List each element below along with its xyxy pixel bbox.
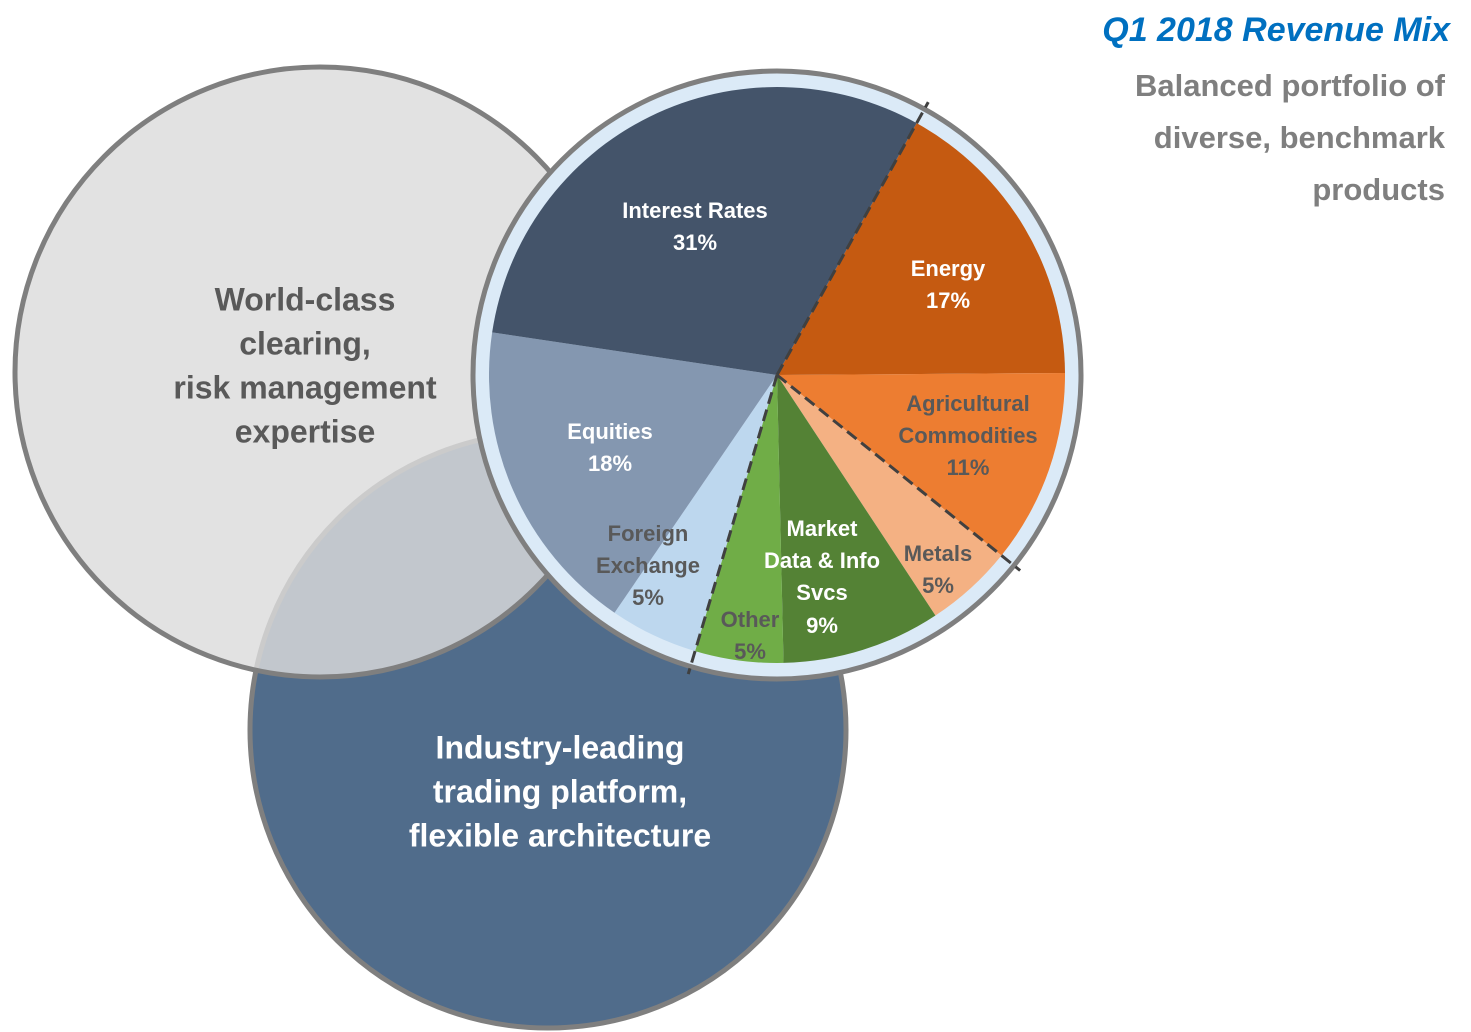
subtitle-line: diverse, benchmark [1154,120,1446,155]
slice-value-label: 9% [806,613,838,638]
slice-label: Equities [567,419,653,444]
chart-title: Q1 2018 Revenue Mix [1102,11,1452,49]
group-divider [775,101,930,376]
pie-slice [695,375,784,663]
venn-label: flexible architecture [409,817,711,853]
slice-value-label: 5% [734,639,766,664]
slice-value-label: 18% [588,451,632,476]
slice-label: Other [721,607,780,632]
slice-label: Exchange [596,553,700,578]
slice-value-label: 5% [632,585,664,610]
venn-label: Industry-leading [436,729,685,765]
group-divider [686,374,779,675]
slice-label: Agricultural [906,391,1029,416]
venn-label: trading platform, [433,773,687,809]
labels: Energy 17% Agricultural Commodities 11% Metal… [567,198,1037,664]
pie-slice [777,375,1002,616]
venn-label: clearing, [239,325,371,361]
pie [489,86,1065,675]
venn-label: World-class [215,281,396,317]
slice-label: Energy [911,256,986,281]
pie-slice [614,375,777,652]
slice-label: Commodities [898,423,1037,448]
pie-slice [489,332,777,613]
slice-value-label: 31% [673,230,717,255]
pie-slice [492,86,917,376]
slice-label: Metals [904,541,972,566]
slice-label: Svcs [796,580,847,605]
pie-slice [777,123,1065,375]
slice-label: Market [787,516,859,541]
slice-label: Interest Rates [622,198,768,223]
slice-value-label: 17% [926,288,970,313]
pie-slice [777,372,1065,556]
venn-label: risk management [173,369,437,405]
slice-label: Data & Info [764,548,880,573]
slice-value-label: 5% [922,573,954,598]
subtitle-line: Balanced portfolio of [1135,68,1446,103]
venn-label: expertise [235,413,376,449]
pie-slice [777,375,936,663]
slice-label: Foreign [608,521,689,546]
subtitle-line: products [1312,172,1445,207]
group-divider [776,373,1022,572]
slice-value-label: 11% [947,455,990,480]
